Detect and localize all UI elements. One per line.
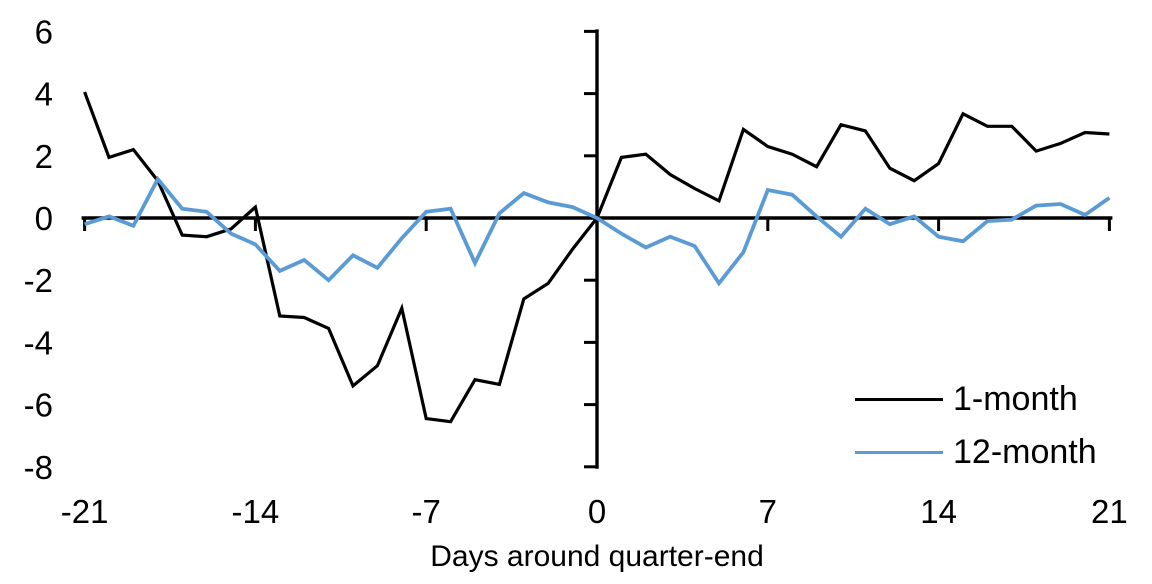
x-tick-label: -21 bbox=[61, 493, 109, 530]
y-tick-label: 0 bbox=[35, 200, 53, 237]
legend-item-1-month: 1-month bbox=[855, 379, 1097, 418]
y-tick-label: -2 bbox=[24, 262, 53, 299]
x-tick-label: -14 bbox=[232, 493, 280, 530]
y-tick-label: 6 bbox=[35, 13, 53, 50]
y-tick-label: -6 bbox=[24, 387, 53, 424]
legend-line-swatch-1-month bbox=[855, 397, 943, 401]
x-tick-label: 21 bbox=[1091, 493, 1128, 530]
x-tick-label: 7 bbox=[759, 493, 777, 530]
x-axis-title: Days around quarter-end bbox=[430, 540, 764, 573]
legend-label-1-month: 1-month bbox=[953, 379, 1078, 418]
y-tick-label: 4 bbox=[35, 76, 53, 113]
x-tick-label: 14 bbox=[920, 493, 957, 530]
legend-label-12-month: 12-month bbox=[953, 432, 1097, 471]
y-tick-label: 2 bbox=[35, 138, 53, 175]
y-tick-label: -8 bbox=[24, 449, 53, 486]
legend-item-12-month: 12-month bbox=[855, 432, 1097, 471]
series-line-12-month bbox=[84, 175, 1111, 287]
y-tick-label: -4 bbox=[24, 324, 53, 361]
x-tick-label: -7 bbox=[412, 493, 441, 530]
legend-line-swatch-12-month bbox=[855, 450, 943, 454]
x-tick-label: 0 bbox=[588, 493, 606, 530]
legend: 1-month 12-month bbox=[855, 379, 1097, 471]
